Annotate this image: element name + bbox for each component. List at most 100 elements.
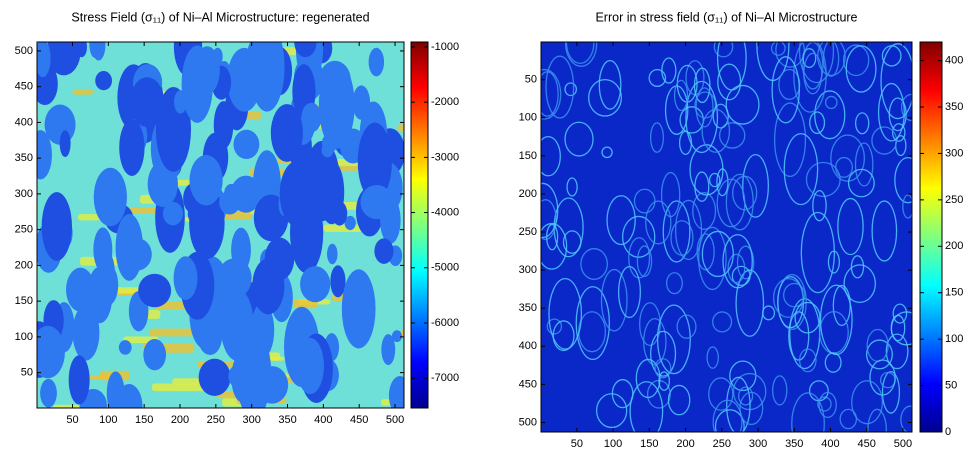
field-ring (541, 222, 568, 270)
x-tick-label: 300 (749, 438, 767, 450)
field-ring (650, 330, 677, 377)
x-tick-label: 400 (314, 414, 332, 426)
field-ring (725, 173, 754, 231)
x-tick-label: 500 (894, 438, 912, 450)
field-ring (880, 43, 912, 120)
field-ring (818, 391, 837, 419)
field-ring (541, 182, 559, 239)
field-ring (712, 311, 733, 333)
colorbar-tick-label: -2000 (431, 96, 459, 108)
field-particle (360, 185, 393, 220)
colorbar-tick-label: 300 (945, 147, 963, 159)
field-particle (368, 47, 385, 77)
y-tick-label: 200 (519, 188, 537, 200)
field-ring (716, 42, 747, 91)
field-ring (742, 153, 770, 218)
field-ring (783, 282, 806, 308)
field-ring (843, 264, 877, 304)
field-ring (771, 375, 788, 406)
field-ring (708, 172, 721, 188)
field-ring (809, 111, 826, 135)
field-particle (344, 215, 356, 231)
colorbar-tick-label: 250 (945, 194, 963, 206)
field-particle (115, 384, 143, 408)
x-tick-label: 200 (171, 414, 189, 426)
field-image (37, 42, 404, 408)
colorbar-tick-label: -5000 (431, 262, 459, 274)
field-particle (331, 201, 348, 226)
x-tick-label: 100 (99, 414, 117, 426)
field-particle (72, 304, 100, 361)
field-ring (692, 191, 717, 230)
y-tick-label: 100 (15, 331, 33, 343)
x-tick-label: 50 (66, 414, 78, 426)
field-ring (885, 333, 909, 370)
field-particle (231, 227, 251, 273)
field-ring (837, 197, 864, 256)
field-particle (143, 338, 167, 371)
field-particle (162, 201, 183, 226)
field-ring (854, 112, 870, 135)
field-particle (187, 203, 205, 225)
x-tick-label: 350 (785, 438, 803, 450)
field-particle (228, 363, 255, 390)
x-tick-label: 150 (640, 438, 658, 450)
field-ring (822, 42, 840, 78)
colorbar-tick-label: -7000 (431, 372, 459, 384)
field-ring (643, 317, 667, 366)
y-tick-label: 350 (15, 152, 33, 164)
x-tick-label: 450 (350, 414, 368, 426)
field-ring (575, 286, 611, 361)
field-particle (252, 258, 285, 315)
field-ring (881, 370, 901, 414)
y-tick-label: 300 (519, 264, 537, 276)
field-particle (41, 192, 72, 261)
field-particle (296, 337, 324, 395)
field-particle (388, 375, 404, 408)
field-ring (900, 405, 912, 432)
field-ring (902, 194, 912, 219)
field-particle (279, 161, 314, 227)
field-stripe (72, 89, 94, 95)
field-particle (300, 266, 331, 303)
field-ring (805, 161, 841, 198)
y-tick-label: 250 (15, 224, 33, 236)
field-ring (716, 168, 729, 197)
field-particle (198, 358, 231, 396)
x-tick-label: 250 (713, 438, 731, 450)
field-particle (37, 325, 65, 379)
field-ring (817, 396, 832, 412)
field-particle (294, 319, 306, 347)
y-tick-label: 500 (519, 416, 537, 428)
field-ring (693, 67, 711, 104)
field-ring (824, 352, 842, 373)
colorbar-tick-label: -6000 (431, 317, 459, 329)
field-particle (173, 256, 198, 300)
field-ring (854, 142, 874, 187)
field-ring (706, 346, 719, 369)
field-particle (341, 269, 376, 349)
field-particle (46, 42, 81, 76)
field-ring (783, 133, 819, 206)
field-ring (803, 52, 823, 95)
y-tick-label: 200 (15, 259, 33, 271)
field-particle (381, 334, 396, 366)
field-particle (181, 45, 213, 123)
field-particle (374, 238, 394, 264)
field-ring (812, 189, 827, 222)
field-ring (598, 59, 622, 110)
field-ring (729, 360, 757, 392)
field-ring (713, 42, 734, 58)
field-particle (115, 213, 143, 281)
field-particle (99, 252, 115, 292)
field-particle (213, 101, 234, 149)
colorbar-tick-label: 400 (945, 54, 963, 66)
field-ring (701, 230, 734, 278)
x-tick-label: 400 (821, 438, 839, 450)
field-ring (601, 146, 613, 159)
field-stripe (151, 383, 214, 392)
field-particle (95, 71, 113, 91)
y-tick-label: 100 (519, 112, 537, 124)
y-tick-label: 150 (519, 150, 537, 162)
